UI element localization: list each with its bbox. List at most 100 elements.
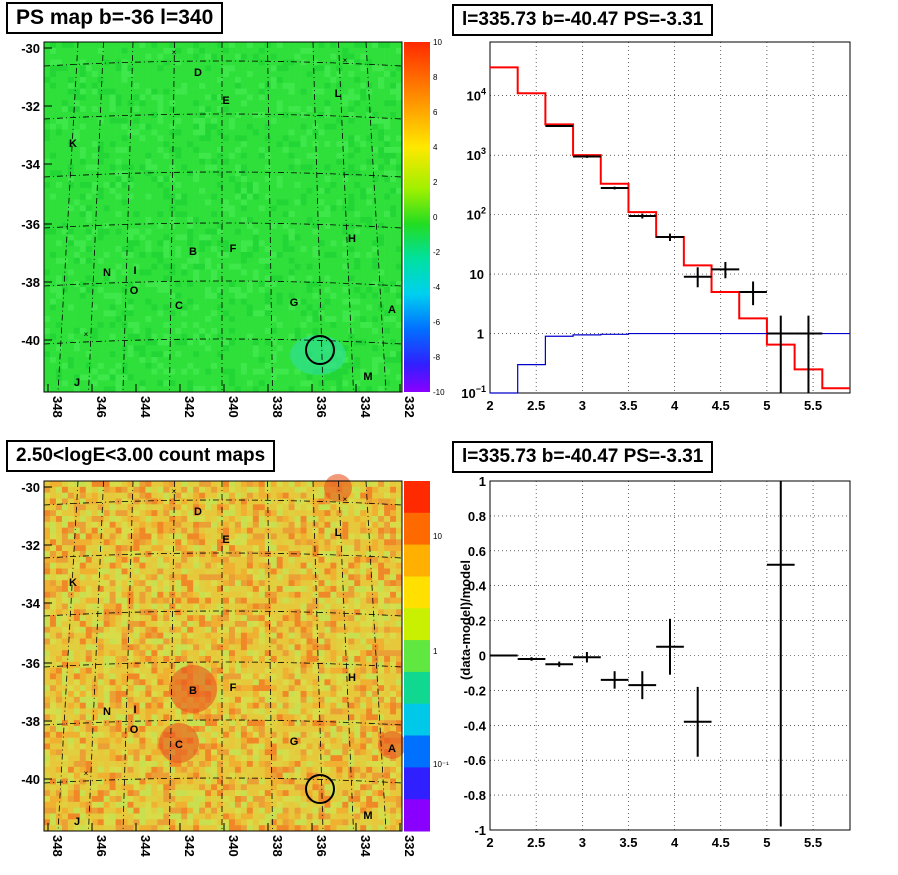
map-pixel [264,123,272,130]
map-pixel [55,650,63,657]
map-pixel [49,292,57,299]
map-pixel [91,316,98,323]
map-pixel [49,825,57,832]
map-pixel [282,322,289,329]
map-pixel [103,521,110,528]
map-pixel [223,357,230,364]
map-pixel [234,94,242,101]
map-pixel [85,374,93,381]
map-pixel [145,702,152,709]
map-pixel [324,386,331,393]
map-pixel [61,252,69,259]
map-pixel [384,298,391,305]
map-pixel [342,135,349,142]
map-pixel [49,263,57,270]
map-pixel [55,790,63,797]
map-pixel [85,158,93,165]
map-pixel [85,211,93,218]
map-pixel [139,357,146,364]
map-pixel [217,129,224,136]
map-pixel [151,737,158,744]
map-pixel [163,59,170,66]
map-pixel [270,246,277,253]
map-pixel [67,117,75,124]
map-pixel [372,147,379,154]
map-pixel [133,205,140,212]
map-pixel [145,527,152,534]
map-pixel [67,187,75,194]
map-pixel [145,345,152,352]
map-pixel [97,510,104,517]
map-pixel [49,234,57,241]
map-pixel [211,53,218,60]
map-pixel [276,374,283,381]
map-pixel [163,42,170,49]
map-pixel [61,182,69,189]
map-pixel [175,298,182,305]
map-pixel [49,129,57,136]
map-pixel [85,667,93,674]
map-pixel [264,199,272,206]
map-pixel [181,129,188,136]
map-pixel [246,205,254,212]
map-pixel [67,263,75,270]
map-pixel [390,205,397,212]
map-pixel [61,152,69,159]
map-pixel [127,813,134,820]
map-pixel [163,551,170,558]
map-pixel [300,322,307,329]
map-pixel [109,807,116,814]
map-pixel [109,673,116,680]
map-pixel [330,310,337,317]
colorbar-tick-label: 10 [433,38,442,47]
map-pixel [217,65,224,72]
map-pixel [330,211,337,218]
map-pixel [175,193,182,200]
map-pixel [312,158,319,165]
map-pixel [252,298,260,305]
map-pixel [85,193,93,200]
map-pixel [91,737,98,744]
map-pixel [390,47,397,54]
map-pixel [109,656,116,663]
map-pixel [151,386,158,393]
map-pixel [336,112,343,119]
map-pixel [360,176,367,183]
map-pixel [193,152,200,159]
map-pixel [372,386,379,393]
map-pixel [133,199,140,206]
map-pixel [67,527,75,534]
map-pixel [61,164,69,171]
map-pixel [79,380,87,387]
map-pixel [193,374,200,381]
map-pixel [348,147,355,154]
map-pixel [79,615,87,622]
map-pixel [151,749,158,756]
map-pixel [127,755,134,762]
map-pixel [97,784,104,791]
map-pixel [324,176,331,183]
map-pixel [169,205,176,212]
map-pixel [205,217,212,224]
map-pixel [67,813,75,820]
map-pixel [217,141,224,148]
map-pixel [67,269,75,276]
map-pixel [73,252,81,259]
map-pixel [121,691,128,698]
map-pixel [246,234,254,241]
map-pixel [73,784,81,791]
map-pixel [187,327,194,334]
map-pixel [276,123,283,130]
map-pixel [306,106,313,113]
map-pixel [288,164,295,171]
map-pixel [91,292,98,299]
map-pixel [264,211,272,218]
map-pixel [240,53,248,60]
map-pixel [372,82,379,89]
map-pixel [288,333,295,340]
map-pixel [79,170,87,177]
map-pixel [252,240,260,247]
map-pixel [103,59,110,66]
map-pixel [360,59,367,66]
map-pixel [49,556,57,563]
